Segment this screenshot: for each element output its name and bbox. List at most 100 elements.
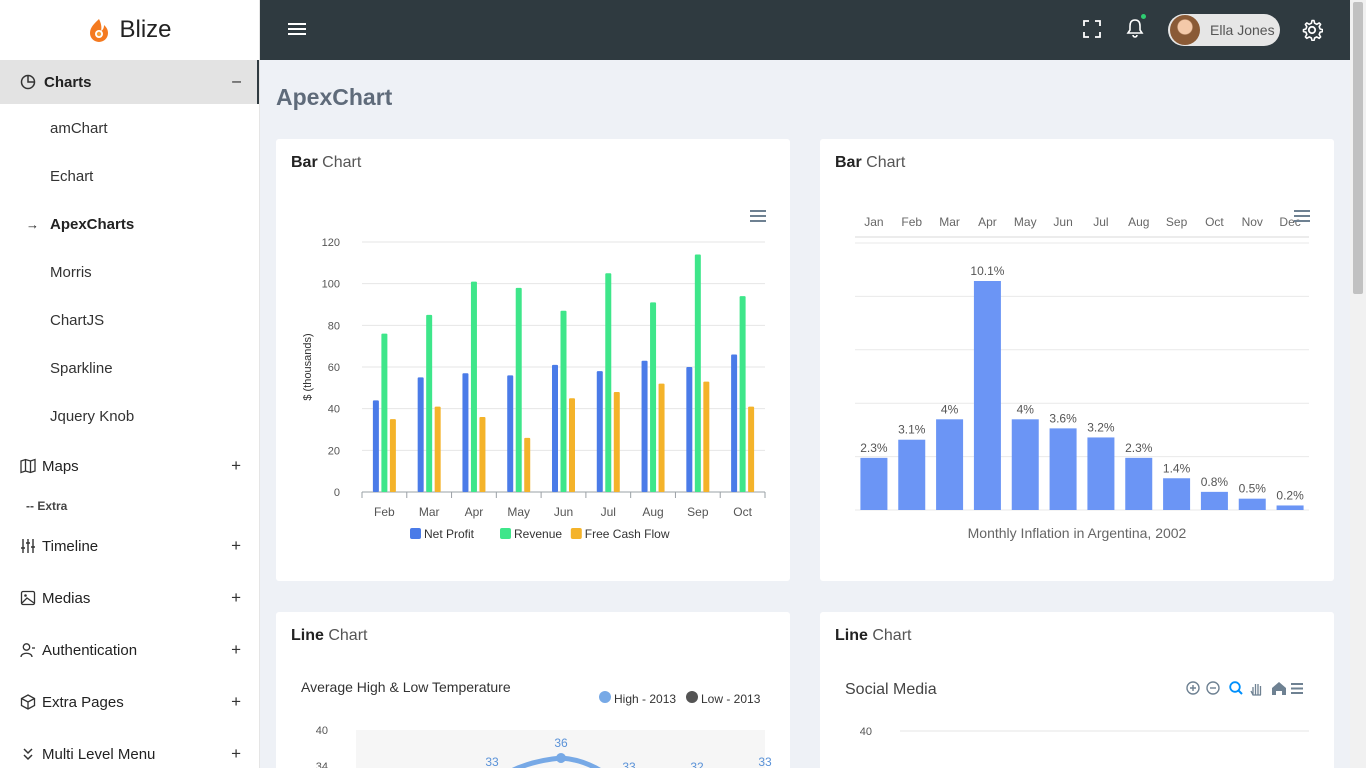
expand-toggle[interactable]: + [231,536,241,555]
sidebar-subitem-label: ChartJS [50,311,105,329]
sidebar-subitem-sparkline[interactable]: Sparkline [0,344,259,392]
bar-net-profit [596,371,603,492]
expand-toggle[interactable]: + [231,692,241,711]
x-tick-label: Feb [374,505,395,519]
pan-hand-icon[interactable] [1250,684,1262,696]
zoom-out-icon[interactable] [1206,681,1220,695]
page-scrollbar[interactable] [1350,0,1366,768]
bell-icon[interactable] [1126,18,1144,38]
x-tick-label: Apr [465,505,484,519]
sidebar-subitem-echart[interactable]: Echart [0,152,259,200]
y-tick-label: 40 [860,726,872,738]
card-title: Bar Chart [835,154,905,172]
data-label: 0.2% [1276,488,1304,502]
sidebar-item-label: Authentication [42,641,138,659]
bar-net-profit [507,375,514,492]
scrollbar-thumb[interactable] [1353,2,1363,294]
sliders-icon [21,539,35,553]
sidebar-item-label: Maps [42,457,79,475]
sidebar-subitem-label: amChart [50,119,108,137]
zoom-in-icon[interactable] [1186,681,1200,695]
y-tick-label: 20 [328,445,340,457]
card-title: Line Chart [291,627,367,645]
sidebar-subitem-apexcharts[interactable]: → ApexCharts [0,200,259,248]
x-tick-label: Jun [1053,215,1072,229]
chart-toolbar [1186,681,1303,696]
collapse-toggle[interactable]: – [232,73,241,90]
expand-toggle[interactable]: + [231,456,241,475]
sidebar-item-charts[interactable]: Charts – [0,60,259,104]
data-label: 2.3% [860,441,888,455]
sidebar-subitem-label: Morris [50,263,92,281]
bar-free-cash-flow [703,381,710,492]
bar-revenue [470,281,477,492]
bar-free-cash-flow [389,419,396,492]
chart-title: Average High & Low Temperature [301,679,511,695]
x-tick-label: May [1014,215,1037,229]
sidebar-item-label: Timeline [42,537,99,555]
bar-free-cash-flow [658,383,665,492]
legend-marker [570,528,582,539]
menu-toggle-icon[interactable] [288,22,306,36]
sidebar-item-label: Charts [44,73,92,91]
x-tick-label: Aug [642,505,663,519]
x-tick-label: Oct [1205,215,1224,229]
active-arrow-icon: → [26,216,39,232]
bar-free-cash-flow [748,406,755,492]
bar-free-cash-flow [524,437,531,492]
bar-net-profit [686,367,693,492]
avatar [1170,15,1200,45]
sidebar-item-maps[interactable]: Maps + [0,440,259,492]
gear-icon[interactable] [1301,19,1323,41]
data-label: 3.2% [1087,420,1115,434]
brand-name: Blize [119,16,172,43]
sidebar-subitem-chartjs[interactable]: ChartJS [0,296,259,344]
inflation-bar [1049,428,1077,510]
data-label: 1.4% [1163,461,1191,475]
legend-label: Low - 2013 [701,692,761,706]
inflation-bar [1163,478,1191,510]
chevrons-down-icon [23,748,33,761]
user-name: Ella Jones [1210,22,1275,38]
bar-free-cash-flow [569,398,575,492]
social-media-line-chart: Social Media 40 [845,681,1309,738]
inflation-bar [1125,457,1153,510]
chart-menu-icon[interactable] [1294,210,1310,222]
legend-label: Free Cash Flow [585,527,670,541]
home-reset-icon[interactable] [1272,682,1286,695]
card-title: Bar Chart [291,154,361,172]
card-title-rest: Chart [323,627,368,644]
legend-label: High - 2013 [614,692,676,706]
inflation-bar [936,419,964,510]
user-menu[interactable]: Ella Jones [1168,14,1280,46]
sidebar-item-extra-pages[interactable]: Extra Pages + [0,676,259,728]
sidebar-item-medias[interactable]: Medias + [0,572,259,624]
sidebar-subitem-morris[interactable]: Morris [0,248,259,296]
card-title-rest: Chart [867,627,912,644]
data-label: 0.8% [1201,475,1229,489]
inflation-bar [860,457,888,510]
zoom-select-icon[interactable] [1229,681,1243,695]
chart-menu-icon[interactable] [750,210,766,222]
expand-toggle[interactable]: + [231,640,241,659]
sidebar-item-authentication[interactable]: Authentication + [0,624,259,676]
inflation-bar [1087,437,1115,510]
data-label: 32 [690,760,704,768]
fullscreen-icon[interactable] [1083,20,1101,38]
chart-menu-icon[interactable] [1291,683,1303,694]
grouped-bar-chart: 0 20 40 60 80 100 120 $ (thousands) Feb Mar Apr May… [302,237,766,541]
expand-toggle[interactable]: + [231,588,241,607]
expand-toggle[interactable]: + [231,744,241,763]
inflation-bar-chart: Jan 2.3% Feb 3.1% Mar 4% Apr 10.1% May 4% Jun 3.6% J… [855,215,1309,541]
x-tick-label: Nov [1242,215,1263,229]
bar-net-profit [417,377,424,492]
bar-revenue [605,273,612,492]
brand[interactable]: Blize [0,0,259,60]
sidebar-subitem-amchart[interactable]: amChart [0,104,259,152]
sidebar-item-multi-level-menu[interactable]: Multi Level Menu + [0,728,259,768]
sidebar-item-timeline[interactable]: Timeline + [0,520,259,572]
data-label: 33 [485,755,499,768]
pie-chart-icon [20,74,36,90]
sidebar-subitem-jquery-knob[interactable]: Jquery Knob [0,392,259,440]
sidebar-item-label: Medias [42,589,91,607]
